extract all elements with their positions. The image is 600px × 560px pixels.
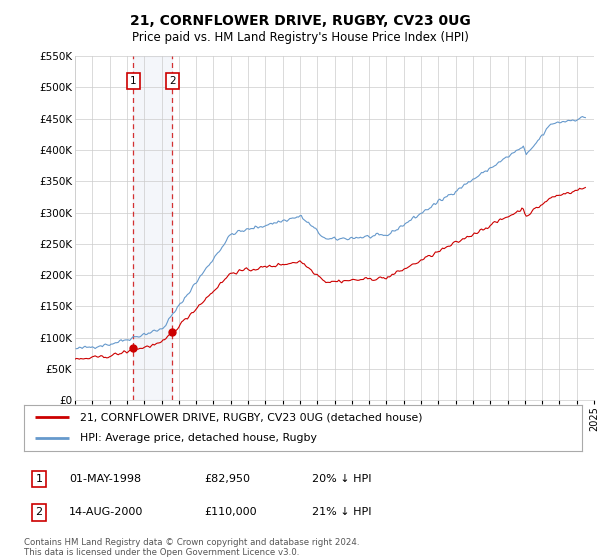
Text: 1: 1 <box>130 76 137 86</box>
Bar <box>133 56 172 400</box>
Text: 01-MAY-1998: 01-MAY-1998 <box>69 474 141 484</box>
Text: 2: 2 <box>169 76 176 86</box>
Text: 2: 2 <box>35 507 43 517</box>
Text: Price paid vs. HM Land Registry's House Price Index (HPI): Price paid vs. HM Land Registry's House … <box>131 31 469 44</box>
Text: 20% ↓ HPI: 20% ↓ HPI <box>312 474 371 484</box>
Text: 1: 1 <box>35 474 43 484</box>
Text: £82,950: £82,950 <box>204 474 250 484</box>
Text: 21, CORNFLOWER DRIVE, RUGBY, CV23 0UG (detached house): 21, CORNFLOWER DRIVE, RUGBY, CV23 0UG (d… <box>80 412 422 422</box>
Text: Contains HM Land Registry data © Crown copyright and database right 2024.
This d: Contains HM Land Registry data © Crown c… <box>24 538 359 557</box>
Text: HPI: Average price, detached house, Rugby: HPI: Average price, detached house, Rugb… <box>80 433 317 444</box>
Text: 21, CORNFLOWER DRIVE, RUGBY, CV23 0UG: 21, CORNFLOWER DRIVE, RUGBY, CV23 0UG <box>130 14 470 28</box>
Text: 14-AUG-2000: 14-AUG-2000 <box>69 507 143 517</box>
Text: £110,000: £110,000 <box>204 507 257 517</box>
Text: 21% ↓ HPI: 21% ↓ HPI <box>312 507 371 517</box>
